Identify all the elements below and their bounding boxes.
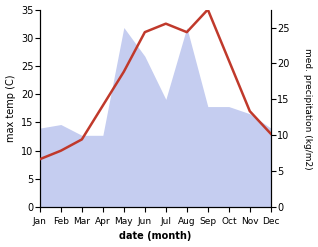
X-axis label: date (month): date (month) <box>119 231 191 242</box>
Y-axis label: max temp (C): max temp (C) <box>5 75 16 142</box>
Y-axis label: med. precipitation (kg/m2): med. precipitation (kg/m2) <box>303 48 313 169</box>
